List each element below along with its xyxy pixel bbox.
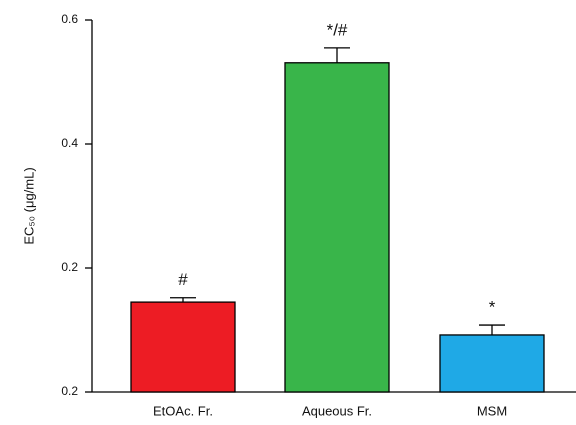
y-axis-label: EC₅₀ (μg/mL) (21, 167, 36, 244)
annotation: # (178, 270, 188, 289)
annotation: * (489, 298, 496, 317)
bar (439, 334, 545, 393)
y-tick-label: 0.2 (61, 384, 78, 398)
x-tick-label: MSM (477, 403, 507, 418)
y-tick-label: 0.2 (61, 260, 78, 274)
x-tick-label: Aqueous Fr. (302, 403, 372, 418)
bar (284, 62, 390, 393)
x-tick-label: EtOAc. Fr. (153, 403, 213, 418)
y-tick-label: 0.6 (61, 12, 78, 26)
annotation: */# (327, 20, 348, 39)
y-tick-label: 0.4 (61, 136, 78, 150)
bar (130, 301, 236, 393)
